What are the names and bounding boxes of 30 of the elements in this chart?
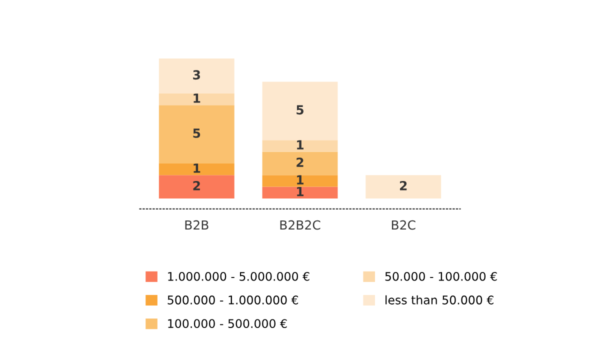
legend-label: 1.000.000 - 5.000.000 €	[168, 272, 310, 281]
x-tick-label: B2B2C	[280, 220, 320, 230]
data-label: 1	[297, 186, 304, 196]
data-label: 2	[193, 180, 200, 190]
data-label: 1	[297, 140, 304, 150]
data-label: 1	[297, 175, 304, 184]
bar	[262, 186, 338, 198]
legend-label: 50.000 - 100.000 €	[385, 272, 497, 281]
bar	[262, 82, 338, 140]
data-label: 1	[194, 94, 200, 103]
bar	[158, 93, 234, 106]
bar	[158, 105, 234, 164]
x-tick-label: B2C	[392, 220, 416, 230]
legend-label: 100.000 - 500.000 €	[168, 319, 287, 328]
data-label: 5	[193, 128, 200, 138]
bar	[366, 175, 442, 198]
legend-label: 500.000 - 1.000.000 €	[168, 296, 298, 304]
bar	[158, 58, 234, 94]
data-label: 2	[296, 158, 304, 167]
bar	[262, 152, 338, 176]
data-label: 3	[193, 70, 200, 80]
x-tick-label: B2B	[185, 220, 208, 230]
bar	[262, 175, 338, 187]
legend-label: less than 50.000 €	[386, 295, 494, 304]
data-label: 2	[400, 180, 407, 190]
bar	[262, 140, 338, 152]
data-label: 5	[296, 105, 304, 115]
bar	[158, 175, 234, 198]
bar	[158, 163, 234, 176]
data-label: 1	[194, 164, 200, 173]
